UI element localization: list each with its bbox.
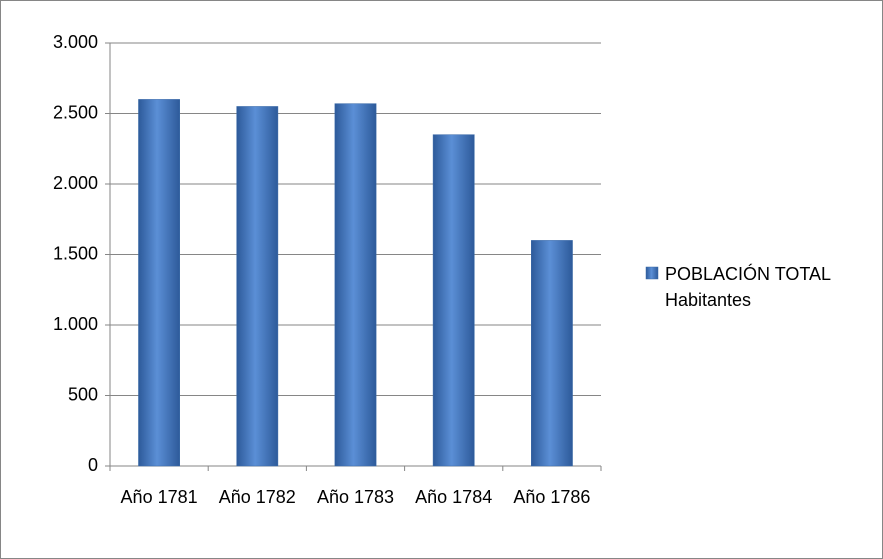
y-tick-label: 0	[88, 455, 98, 475]
bar	[432, 134, 475, 467]
y-tick-label: 1.000	[53, 314, 98, 334]
x-tick-label: Año 1783	[316, 487, 395, 507]
legend-label: POBLACIÓN TOTAL Habitantes	[665, 264, 831, 310]
x-tick-label: Año 1784	[415, 487, 493, 507]
y-tick-label: 2.000	[53, 173, 98, 193]
x-tick-label: Año 1786	[513, 487, 591, 507]
bar	[531, 240, 573, 467]
y-tick-label: 2.500	[53, 102, 98, 122]
y-tick-label: 1.500	[53, 243, 98, 263]
y-tick-label: 500	[68, 384, 98, 404]
x-tick-label: Año 1781	[120, 487, 198, 507]
bar	[334, 103, 377, 467]
bar	[236, 106, 279, 467]
y-tick-label: 3.000	[53, 32, 98, 52]
bar	[138, 99, 180, 467]
x-tick-label: Año 1782	[218, 487, 296, 507]
legend-marker	[645, 266, 659, 280]
